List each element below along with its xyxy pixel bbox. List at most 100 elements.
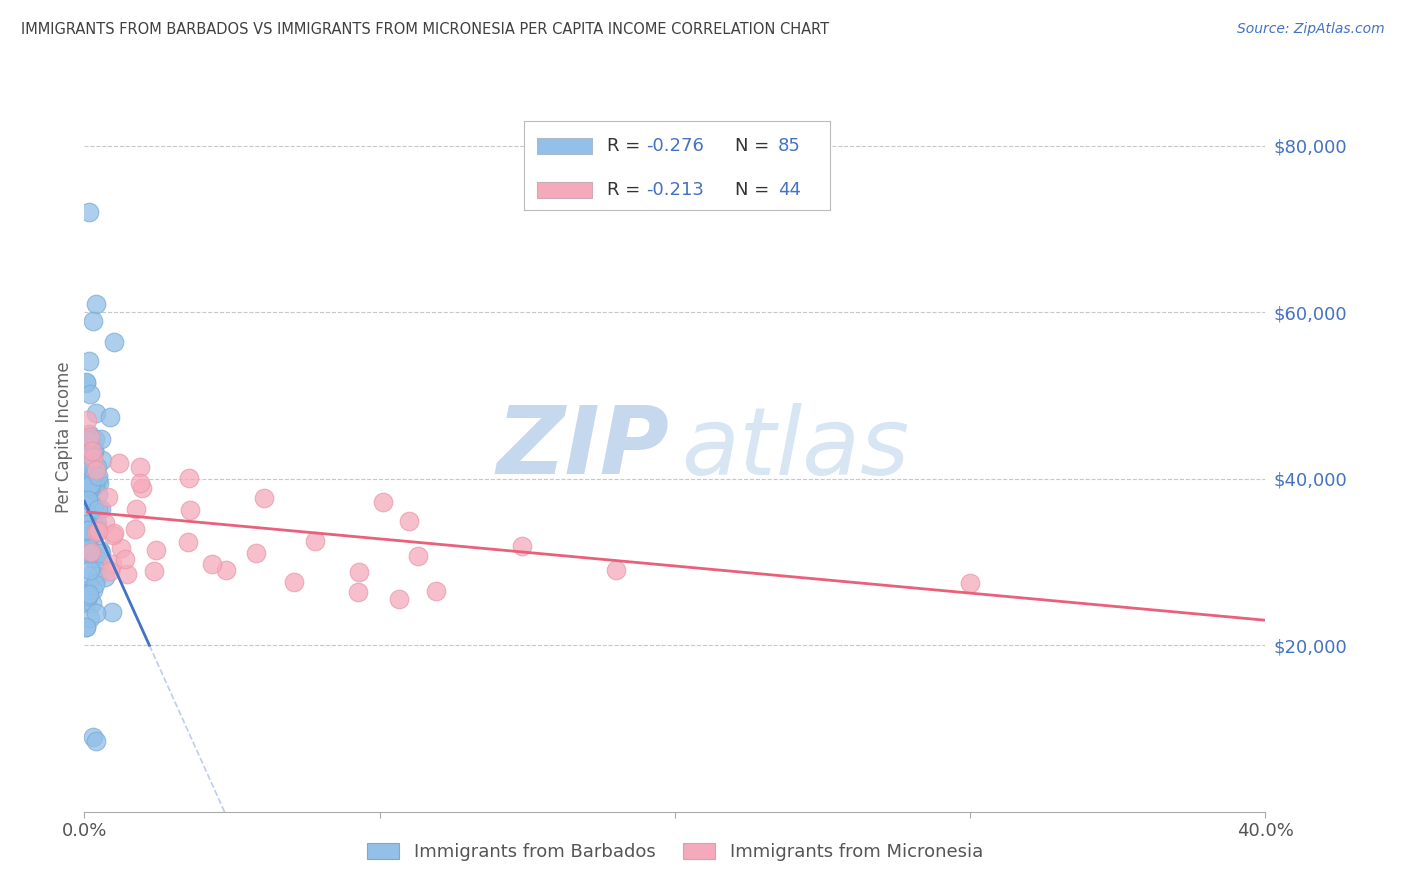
- Point: [425, 584, 447, 599]
- Text: 44: 44: [778, 181, 800, 200]
- Point: [82, 313, 104, 327]
- Point: [90, 452, 112, 467]
- Point: [75, 524, 97, 538]
- Point: [79, 546, 101, 560]
- Text: -0.276: -0.276: [647, 136, 704, 155]
- Point: [83, 443, 105, 458]
- Point: [245, 546, 267, 560]
- Point: [77, 458, 100, 473]
- Point: [86, 522, 108, 536]
- Point: [75, 533, 97, 548]
- Point: [76, 433, 98, 447]
- Text: atlas: atlas: [681, 403, 910, 494]
- Point: [128, 459, 150, 474]
- Point: [107, 457, 129, 471]
- Point: [76, 413, 98, 427]
- Point: [79, 451, 101, 466]
- Point: [79, 441, 101, 455]
- Point: [79, 387, 101, 401]
- Point: [304, 534, 326, 549]
- Point: [131, 481, 153, 495]
- Point: [75, 620, 97, 634]
- Point: [80, 457, 103, 471]
- Point: [82, 550, 104, 565]
- Point: [103, 335, 125, 350]
- Point: [79, 434, 101, 448]
- Point: [98, 564, 121, 578]
- Point: [97, 491, 120, 505]
- Point: [87, 502, 110, 516]
- Point: [90, 432, 112, 446]
- Text: N =: N =: [735, 181, 775, 200]
- Point: [94, 516, 117, 531]
- Point: [80, 477, 103, 491]
- Point: [79, 611, 101, 625]
- Point: [89, 554, 111, 568]
- Point: [80, 516, 103, 530]
- Point: [75, 620, 97, 634]
- Point: [388, 591, 411, 606]
- Point: [86, 516, 108, 531]
- Point: [77, 469, 100, 483]
- Point: [129, 476, 152, 491]
- Point: [406, 549, 429, 564]
- Point: [398, 514, 420, 528]
- Point: [110, 541, 132, 555]
- Point: [77, 353, 100, 368]
- Point: [84, 432, 107, 446]
- Point: [83, 500, 105, 514]
- Point: [77, 485, 100, 500]
- Point: [82, 583, 104, 598]
- Point: [83, 476, 105, 491]
- Point: [177, 535, 200, 549]
- Text: Source: ZipAtlas.com: Source: ZipAtlas.com: [1237, 22, 1385, 37]
- Point: [90, 502, 112, 516]
- Legend: Immigrants from Barbados, Immigrants from Micronesia: Immigrants from Barbados, Immigrants fro…: [359, 834, 991, 870]
- Point: [75, 582, 97, 597]
- Point: [283, 574, 305, 589]
- Point: [80, 545, 103, 559]
- Point: [86, 469, 108, 483]
- Point: [373, 495, 395, 509]
- Point: [83, 443, 105, 458]
- Point: [77, 427, 100, 442]
- Point: [124, 522, 146, 536]
- Point: [103, 525, 125, 540]
- Point: [75, 376, 97, 391]
- Point: [80, 521, 103, 535]
- Point: [77, 205, 100, 219]
- Point: [80, 481, 103, 495]
- Point: [115, 566, 138, 581]
- Point: [76, 493, 98, 508]
- Point: [80, 471, 103, 485]
- Text: ZIP: ZIP: [496, 402, 669, 494]
- Point: [605, 563, 627, 577]
- Point: [87, 524, 110, 538]
- Point: [179, 471, 201, 485]
- Point: [83, 467, 105, 482]
- Point: [77, 523, 100, 537]
- Point: [347, 565, 370, 579]
- Point: [84, 463, 107, 477]
- Point: [84, 549, 107, 564]
- Point: [84, 406, 107, 420]
- Point: [87, 473, 110, 487]
- Text: R =: R =: [607, 136, 645, 155]
- Point: [84, 524, 107, 539]
- Point: [79, 430, 101, 444]
- Point: [142, 565, 165, 579]
- Point: [179, 503, 201, 517]
- Point: [82, 596, 104, 610]
- Point: [114, 551, 136, 566]
- Point: [79, 469, 101, 483]
- Point: [79, 478, 101, 492]
- Point: [82, 730, 104, 744]
- Bar: [537, 182, 592, 198]
- Text: N =: N =: [735, 136, 775, 155]
- Point: [145, 542, 167, 557]
- Text: IMMIGRANTS FROM BARBADOS VS IMMIGRANTS FROM MICRONESIA PER CAPITA INCOME CORRELA: IMMIGRANTS FROM BARBADOS VS IMMIGRANTS F…: [21, 22, 830, 37]
- Point: [90, 546, 112, 560]
- Point: [79, 564, 101, 578]
- Point: [89, 476, 111, 491]
- Point: [75, 506, 97, 520]
